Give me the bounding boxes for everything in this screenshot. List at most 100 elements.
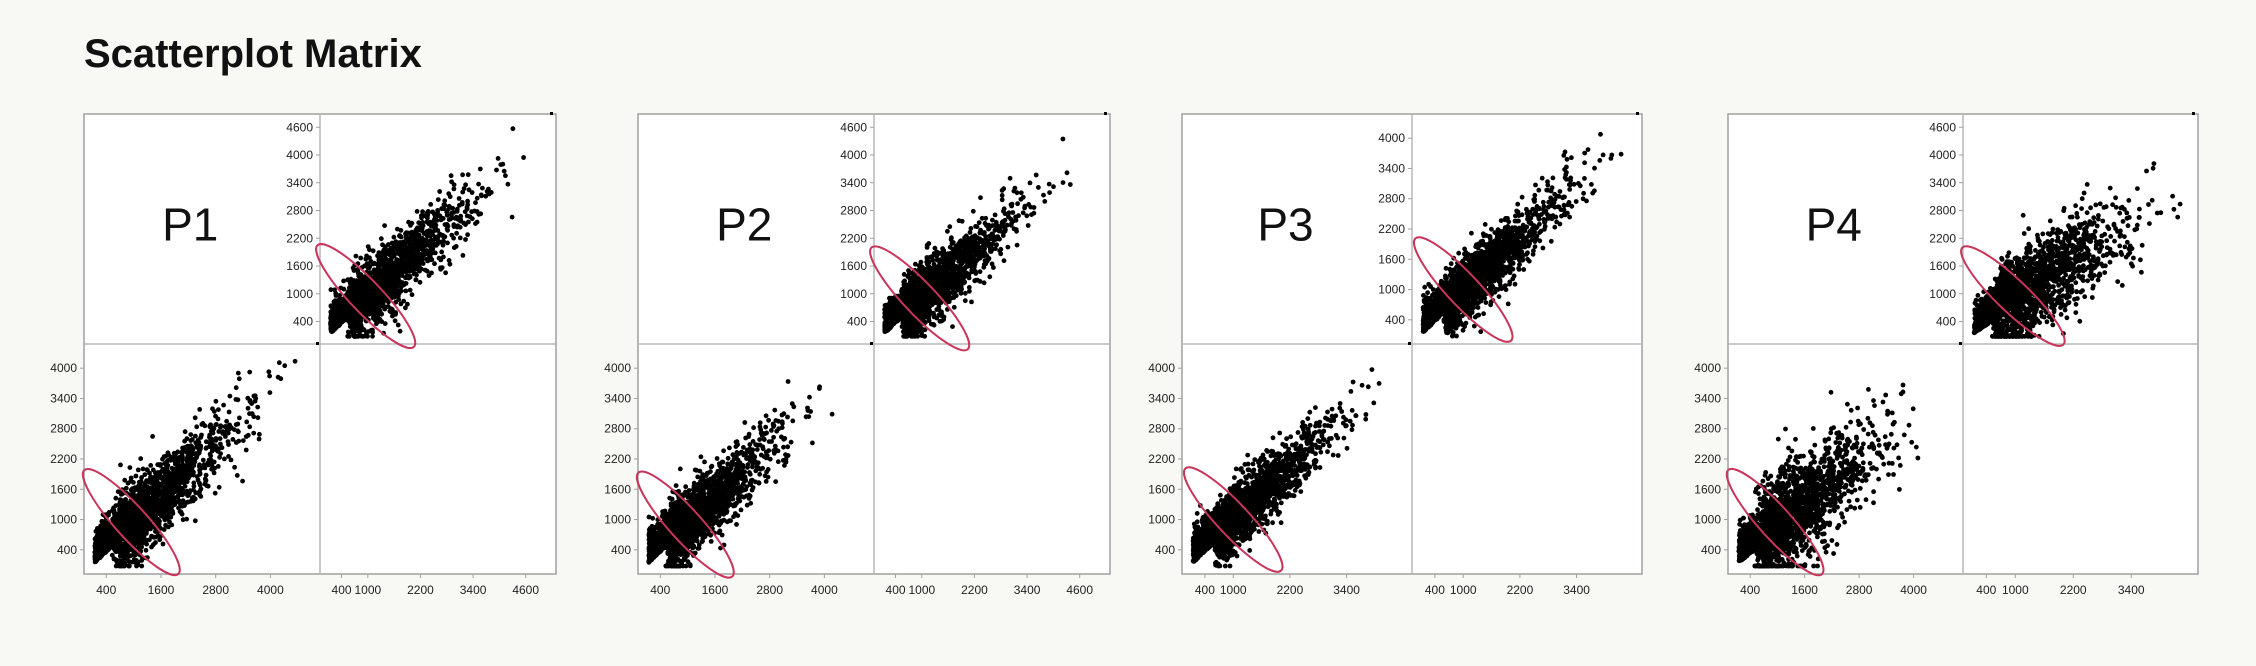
data-point — [988, 234, 994, 240]
data-point — [395, 322, 401, 328]
data-point — [474, 195, 480, 201]
data-point — [438, 217, 444, 223]
matrix-panel-p1: P146004000340028002200160010004004000340… — [50, 112, 557, 597]
data-point — [282, 363, 288, 369]
data-point — [240, 438, 246, 443]
data-point — [463, 237, 468, 242]
data-point — [366, 261, 371, 267]
data-point — [237, 415, 242, 421]
data-point — [197, 471, 203, 477]
data-point — [207, 451, 213, 457]
data-point — [155, 517, 161, 522]
data-point — [501, 168, 507, 174]
data-point — [153, 534, 159, 540]
data-point — [206, 462, 211, 468]
data-point — [393, 278, 398, 283]
data-point — [247, 369, 253, 375]
data-point — [382, 321, 388, 326]
data-point — [267, 390, 273, 395]
data-point — [155, 506, 161, 512]
data-point — [398, 228, 404, 233]
y-tick-label: 1000 — [286, 287, 313, 301]
data-point — [154, 501, 160, 506]
data-point — [458, 213, 464, 219]
data-point — [191, 463, 197, 468]
data-point — [409, 251, 415, 256]
data-point — [478, 192, 484, 198]
data-point — [408, 243, 414, 249]
data-point — [118, 462, 123, 468]
x-tick-label: 4000 — [257, 583, 284, 597]
data-point — [958, 290, 964, 296]
data-point — [226, 454, 231, 459]
data-point — [149, 488, 154, 493]
data-point — [397, 233, 402, 239]
y-tick-label: 3400 — [840, 176, 867, 190]
data-point — [257, 431, 262, 437]
data-point — [198, 494, 204, 499]
data-point — [135, 530, 140, 536]
data-point — [474, 219, 480, 225]
data-point — [977, 269, 983, 275]
data-point — [413, 277, 419, 283]
data-point — [1042, 199, 1048, 204]
data-point — [216, 429, 222, 434]
y-tick-label: 2800 — [50, 422, 77, 436]
data-point — [139, 475, 145, 480]
data-point — [175, 449, 181, 455]
data-point — [203, 478, 209, 483]
data-point — [363, 332, 369, 337]
data-point — [358, 255, 364, 261]
data-point — [139, 523, 145, 529]
data-point — [160, 456, 165, 462]
data-point — [149, 544, 154, 550]
data-point — [962, 290, 968, 296]
data-point — [375, 266, 380, 272]
x-tick-label: 1000 — [354, 583, 381, 597]
data-point — [394, 259, 399, 265]
data-point — [218, 423, 224, 429]
data-point — [181, 467, 187, 473]
data-point — [441, 202, 447, 208]
x-tick-label: 2800 — [202, 583, 229, 597]
data-point — [204, 445, 209, 451]
data-point — [223, 434, 228, 439]
data-point — [197, 407, 203, 412]
data-point — [251, 430, 257, 436]
data-point — [240, 478, 246, 484]
data-point — [463, 182, 468, 188]
data-point — [431, 211, 437, 217]
data-point — [477, 166, 483, 172]
data-point — [345, 333, 351, 339]
data-point — [161, 512, 167, 518]
data-point — [483, 193, 489, 199]
data-point — [235, 421, 241, 427]
data-point — [216, 407, 221, 412]
data-point — [224, 425, 230, 431]
data-point — [212, 490, 218, 496]
data-point — [143, 527, 149, 533]
data-point — [367, 293, 372, 299]
data-point — [430, 232, 435, 238]
data-point — [245, 432, 251, 438]
data-point — [416, 262, 422, 268]
data-point — [460, 172, 465, 178]
data-point — [406, 219, 411, 225]
data-point — [179, 511, 185, 517]
data-point — [190, 498, 196, 503]
data-point — [425, 232, 431, 238]
data-point — [116, 518, 121, 524]
y-tick-label: 4000 — [286, 148, 313, 162]
data-point — [152, 474, 158, 480]
data-point — [235, 370, 241, 376]
data-point — [129, 537, 135, 543]
data-point — [188, 472, 193, 478]
data-point — [460, 253, 466, 258]
data-point — [179, 453, 185, 459]
data-point — [371, 314, 376, 319]
data-point — [407, 287, 413, 293]
y-tick-label: 1600 — [286, 259, 313, 273]
data-point — [451, 245, 457, 251]
data-point — [358, 320, 363, 325]
